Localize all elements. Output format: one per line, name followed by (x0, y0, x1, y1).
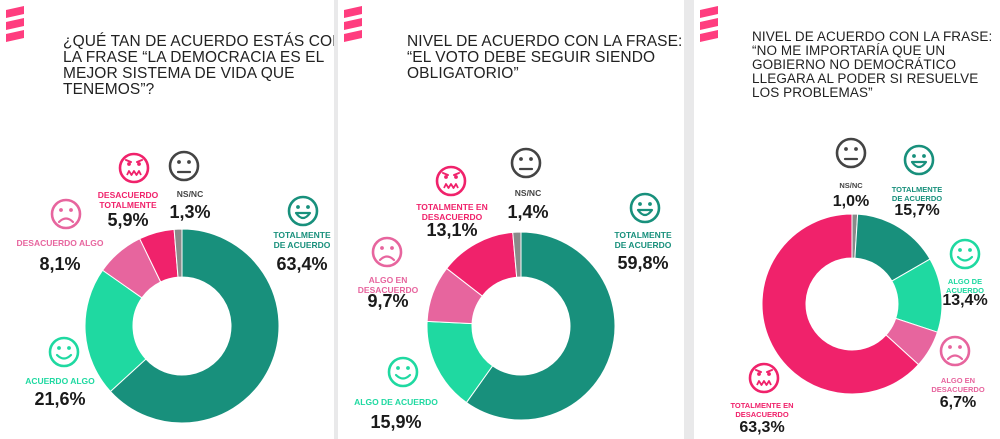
brand-logo-icon (6, 6, 24, 42)
chart-title: NIVEL DE ACUERDO CON LA FRASE: “EL VOTO … (407, 34, 682, 82)
slice-value: 15,7% (894, 202, 939, 219)
slice-value: 1,4% (507, 202, 548, 222)
title-line: LOS PROBLEMAS” (752, 85, 873, 100)
smile-face-icon (48, 336, 80, 368)
slice-label: ACUERDO (946, 286, 984, 295)
slice-value: 59,8% (617, 253, 668, 273)
slice-label: DESACUERDO (358, 285, 419, 295)
slice-label: ACUERDO ALGO (25, 376, 95, 386)
slice-label: NS/NC (839, 181, 863, 190)
angry-face-icon (118, 152, 150, 184)
slice-label: ALGO DE (948, 277, 982, 286)
panel-democracia: ¿QUÉ TAN DE ACUERDO ESTÁS CON LA FRASE “… (0, 0, 334, 439)
panel-gobierno: NIVEL DE ACUERDO CON LA FRASE: “NO ME IM… (694, 0, 1000, 439)
slice-label: TOTALMENTE (614, 230, 672, 240)
smile-face-icon (387, 356, 419, 388)
slice-label: DESACUERDO (931, 385, 985, 394)
slice-label: DESACUERDO ALGO (16, 238, 103, 248)
smile-face-icon (949, 238, 981, 270)
angry-face-icon (748, 362, 780, 394)
slice-label: ALGO EN (369, 275, 408, 285)
happy-face-icon (629, 192, 661, 224)
sad-face-icon (371, 236, 403, 268)
slice-label: DE ACUERDO (892, 194, 942, 203)
slice-label: TOTALMENTE (273, 230, 331, 240)
title-line: LLEGARA AL PODER SI RESUELVE (752, 71, 979, 86)
brand-logo-icon (700, 6, 718, 42)
slice-label: NS/NC (515, 188, 541, 198)
neutral-face-icon (835, 137, 867, 169)
donut-slice (109, 228, 280, 424)
slice-label: TOTALMENTE (892, 185, 943, 194)
donut-slice (512, 231, 522, 278)
slice-value: 8,1% (39, 254, 80, 274)
sad-face-icon (939, 335, 971, 367)
slice-value: 1,0% (833, 193, 869, 210)
happy-face-icon (903, 144, 935, 176)
sad-face-icon (50, 198, 82, 230)
brand-logo-icon (344, 6, 362, 42)
title-line: NIVEL DE ACUERDO CON LA FRASE: (407, 33, 683, 50)
slice-label: DE ACUERDO (615, 240, 672, 250)
title-line: “EL VOTO DEBE SEGUIR SIENDO (407, 49, 656, 66)
title-line: GOBIERNO NO DEMOCRÁTICO (752, 57, 957, 72)
title-line: TENEMOS”? (63, 81, 155, 98)
happy-face-icon (287, 195, 319, 227)
slice-value: 5,9% (107, 210, 148, 230)
neutral-face-icon (510, 147, 542, 179)
donut-slice (173, 228, 183, 278)
angry-face-icon (435, 165, 467, 197)
slice-label: ALGO EN (941, 376, 975, 385)
title-line: LA FRASE “LA DEMOCRACIA ES EL (63, 49, 325, 66)
slice-value: 6,7% (940, 394, 976, 411)
slice-label: NS/NC (177, 189, 203, 199)
chart-title: ¿QUÉ TAN DE ACUERDO ESTÁS CON LA FRASE “… (63, 34, 334, 98)
panel-voto: NIVEL DE ACUERDO CON LA FRASE: “EL VOTO … (338, 0, 684, 439)
slice-value: 9,7% (367, 291, 408, 311)
title-line: “NO ME IMPORTARÍA QUE UN (752, 43, 946, 58)
slice-label: TOTALMENTE EN (416, 202, 487, 212)
slice-label: TOTALMENTE (99, 200, 157, 210)
slice-value: 1,3% (169, 202, 210, 222)
slice-value: 13,4% (942, 292, 987, 309)
donut-slice (761, 213, 920, 395)
title-line: OBLIGATORIO” (407, 65, 519, 82)
slice-value: 15,9% (370, 412, 421, 432)
title-line: ¿QUÉ TAN DE ACUERDO ESTÁS CON (63, 33, 334, 50)
slice-value: 63,4% (276, 254, 327, 274)
title-line: MEJOR SISTEMA DE VIDA QUE (63, 65, 295, 82)
donut-slice (465, 231, 616, 421)
slice-label: ALGO DE ACUERDO (354, 397, 438, 407)
neutral-face-icon (168, 150, 200, 182)
slice-value: 21,6% (34, 389, 85, 409)
title-line: NIVEL DE ACUERDO CON LA FRASE: (752, 29, 993, 44)
chart-title: NIVEL DE ACUERDO CON LA FRASE: “NO ME IM… (752, 30, 992, 100)
slice-label: DESACUERDO (98, 190, 159, 200)
slice-label: DESACUERDO (735, 410, 789, 419)
slice-label: TOTALMENTE EN (730, 401, 793, 410)
slice-value: 63,3% (739, 419, 784, 436)
slice-value: 13,1% (426, 220, 477, 240)
slice-label: DE ACUERDO (274, 240, 331, 250)
slice-label: DESACUERDO (422, 212, 483, 222)
